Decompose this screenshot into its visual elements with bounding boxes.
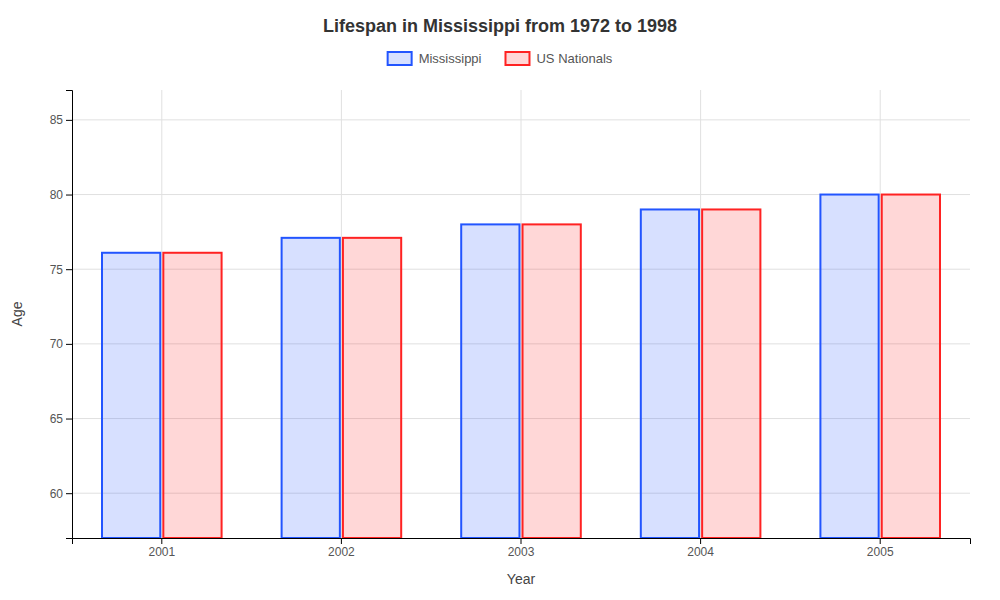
bar [523,224,581,538]
bar [282,238,340,538]
tick-label: 2003 [508,545,535,559]
tick-label: 65 [50,412,64,426]
grid-line-x [341,90,342,538]
bar-series [102,195,879,538]
legend-label: Mississippi [419,51,482,66]
grid-line-x [880,90,881,538]
tick-label: 85 [50,113,64,127]
bar [461,224,519,538]
axis-line [73,539,971,545]
tick: 2001 [148,538,175,559]
tick-mark [66,269,72,270]
legend-swatch [505,52,529,65]
y-axis: 60 65 70 75 80 85 [50,91,73,539]
tick-mark [66,195,72,196]
bar [882,195,940,538]
grid-line-x [161,90,162,538]
bar [343,238,401,538]
tick: 75 [50,263,72,277]
bar [163,253,221,538]
legend-item: US Nationals [505,51,612,66]
tick: 2005 [867,538,894,559]
legend: Mississippi US Nationals [388,51,613,66]
plot-area: 2001 2002 2003 2004 2005 60 65 70 75 80 85 [50,90,971,559]
tick: 60 [50,487,72,501]
title: Lifespan in Mississippi from 1972 to 199… [323,16,677,36]
tick-mark [700,538,701,544]
bars [102,195,940,538]
grid-line-x [521,90,522,538]
bar [702,209,760,538]
tick-label: 2002 [328,545,355,559]
tick-label: 2001 [148,545,175,559]
tick: 85 [50,113,72,127]
chart: Lifespan in Mississippi from 1972 to 199… [0,0,1000,600]
y-axis-label: Age [9,301,25,326]
bar [641,209,699,538]
grid [72,90,970,538]
x-axis: 2001 2002 2003 2004 2005 [73,538,971,559]
legend-label: US Nationals [536,51,612,66]
tick-mark [521,538,522,544]
legend-item: Mississippi [388,51,482,66]
tick-mark [880,538,881,544]
tick-mark [66,120,72,121]
bar [102,253,160,538]
tick-label: 2005 [867,545,894,559]
tick: 2003 [508,538,535,559]
tick-mark [161,538,162,544]
tick-mark [66,493,72,494]
tick-label: 80 [50,188,64,202]
tick-label: 70 [50,337,64,351]
axis-line [66,91,73,539]
tick: 2002 [328,538,355,559]
tick-mark [66,419,72,420]
tick-label: 60 [50,487,64,501]
tick: 80 [50,188,72,202]
tick-mark [341,538,342,544]
grid-line-x [700,90,701,538]
x-axis-label: Year [507,571,536,587]
bar [820,195,878,538]
tick: 70 [50,337,72,351]
tick-mark [66,344,72,345]
tick-label: 2004 [687,545,714,559]
tick: 2004 [687,538,714,559]
bar-series [163,195,940,538]
tick-label: 75 [50,263,64,277]
legend-swatch [388,52,412,65]
tick: 65 [50,412,72,426]
